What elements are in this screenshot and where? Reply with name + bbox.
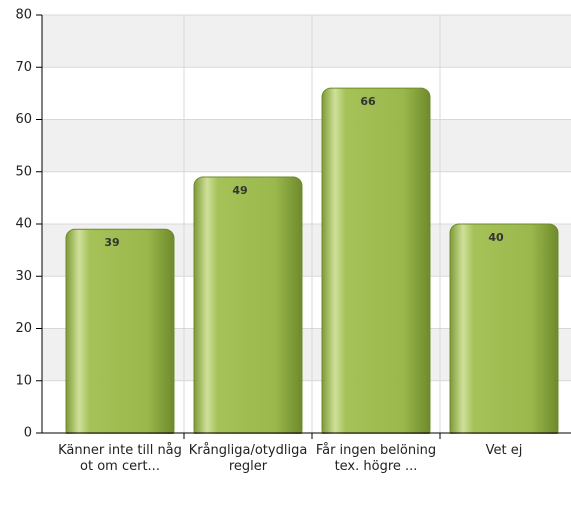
value-label: 40 xyxy=(488,231,504,244)
grid-stripe xyxy=(42,119,571,172)
axis-cover xyxy=(43,434,571,442)
value-label: 66 xyxy=(360,95,376,108)
bar xyxy=(321,87,431,440)
x-tick-label: Känner inte till något om cert... xyxy=(58,443,182,474)
value-label: 39 xyxy=(104,236,119,249)
x-tick-label: Får ingen belöning tex. högre ... xyxy=(315,443,437,474)
bar xyxy=(65,228,175,440)
y-tick-label: 50 xyxy=(15,164,32,179)
y-tick-label: 30 xyxy=(15,269,32,284)
y-tick-label: 70 xyxy=(15,60,32,75)
x-tick-label: Vet ej xyxy=(485,443,523,458)
y-tick-label: 80 xyxy=(15,8,32,23)
y-tick-label: 40 xyxy=(15,217,32,232)
bar xyxy=(193,176,303,440)
y-tick-label: 0 xyxy=(24,426,32,441)
x-tick-label: Krångliga/otydliga regler xyxy=(188,443,308,474)
bar xyxy=(449,223,559,440)
y-tick-label: 60 xyxy=(15,112,32,127)
y-tick-label: 10 xyxy=(15,373,32,388)
value-label: 49 xyxy=(232,184,247,197)
y-tick-label: 20 xyxy=(15,321,32,336)
grid-stripe xyxy=(42,15,571,68)
